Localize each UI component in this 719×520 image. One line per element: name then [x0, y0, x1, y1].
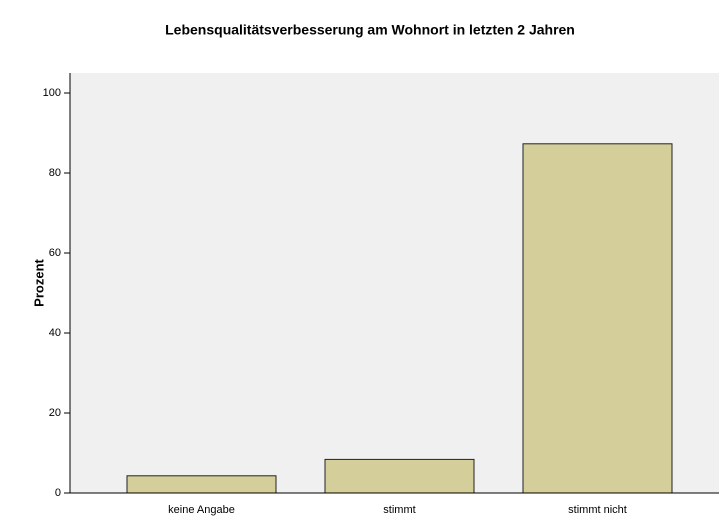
- x-tick-label: stimmt: [383, 504, 415, 516]
- chart-title: Lebensqualitätsverbesserung am Wohnort i…: [165, 22, 575, 38]
- bar: [522, 143, 673, 494]
- x-tick-label: stimmt nicht: [568, 504, 627, 516]
- y-tick-label: 80: [49, 167, 61, 179]
- x-tick-label: keine Angabe: [168, 504, 235, 516]
- bar: [324, 458, 475, 494]
- y-tick-label: 100: [43, 87, 61, 99]
- y-tick-label: 20: [49, 407, 61, 419]
- bar: [126, 475, 277, 494]
- y-axis-label: Prozent: [31, 258, 46, 306]
- y-tick-label: 40: [49, 327, 61, 339]
- y-tick-label: 0: [55, 487, 61, 499]
- y-tick-label: 60: [49, 247, 61, 259]
